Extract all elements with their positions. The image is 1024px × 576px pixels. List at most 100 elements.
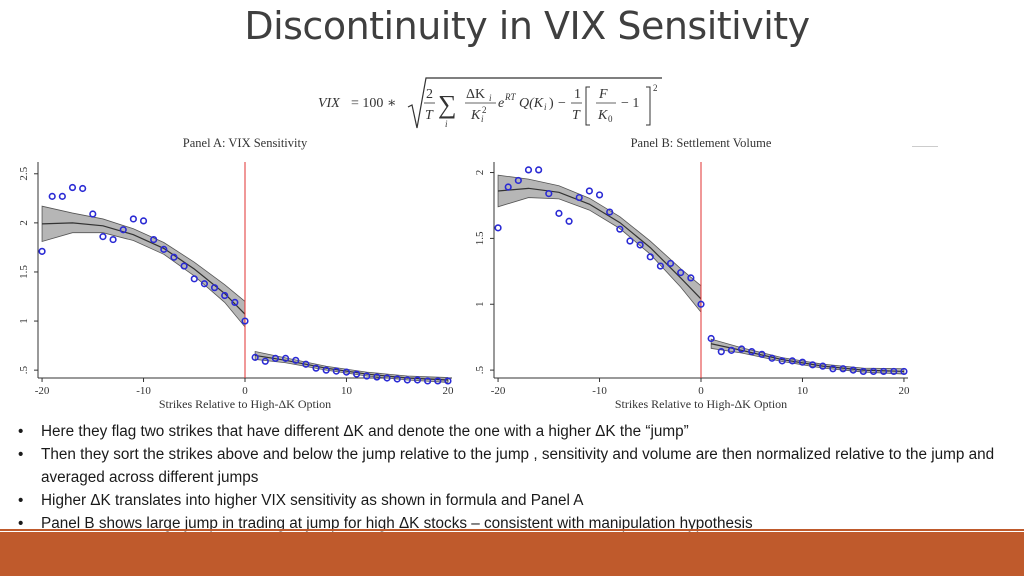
- chartb-data-point: [514, 176, 522, 185]
- vix-formula-graphic: VIX = 100 ∗ 2 T ∑ i ΔK i K i 2 e RT Q(K …: [318, 77, 662, 129]
- charta-data-point: [434, 377, 442, 385]
- formula-K0-sub: 0: [608, 114, 613, 124]
- chartb-data-point: [819, 362, 827, 370]
- chartb-y-tick-label: 1.5: [474, 231, 486, 245]
- charta-data-point: [312, 364, 320, 372]
- bullet-item: • Here they flag two strikes that have di…: [18, 420, 1008, 443]
- formula-minus: −: [558, 96, 566, 111]
- charta-data-point: [251, 353, 259, 361]
- charta-data-point: [119, 226, 127, 234]
- formula-Q: Q(K: [519, 96, 544, 111]
- charta-data-point: [160, 245, 168, 253]
- bullet-item: • Then they sort the strikes above and be…: [18, 443, 1008, 489]
- charta-data-point: [150, 235, 158, 244]
- charta-data-point: [302, 360, 310, 368]
- chartb-data-point: [869, 367, 878, 376]
- formula-exp-sup: RT: [504, 92, 516, 102]
- formula-two: 2: [426, 87, 433, 102]
- charta-data-point: [373, 373, 381, 381]
- chartb-data-point: [737, 345, 746, 353]
- formula-minus-one: − 1: [621, 96, 639, 111]
- formula-K2: K: [470, 108, 481, 123]
- sqrt-sign: [407, 77, 662, 129]
- chartb-x-tick-label: -10: [592, 385, 607, 397]
- chartb-data-point: [524, 166, 533, 174]
- charta-title: Panel A: VIX Sensitivity: [183, 136, 308, 150]
- charta-data-point: [180, 262, 188, 270]
- chartb-data-point: [595, 191, 604, 199]
- footer-accent-line: [0, 529, 1024, 531]
- chartb-y-tick-label: 1: [474, 301, 486, 307]
- chartb-data-point: [545, 190, 553, 198]
- chartb-x-tick-label: -20: [491, 385, 506, 397]
- chartb-data-point: [585, 187, 593, 195]
- chartb-data-point: [636, 241, 644, 249]
- chartb-data-point: [555, 209, 563, 217]
- charta-x-tick-label: -10: [136, 385, 151, 397]
- formula-T1: T: [425, 108, 434, 123]
- chartb-data-point: [677, 269, 685, 277]
- charta-x-tick-label: 0: [242, 385, 248, 397]
- chartb-data-point: [839, 365, 847, 373]
- formula-dK-sub: i: [489, 93, 492, 103]
- charta-data-point: [383, 374, 391, 382]
- chartb-data-point: [666, 259, 675, 268]
- formula-Q-close: ): [549, 96, 554, 111]
- panel-a-chart: Panel A: VIX Sensitivity .5 1 1.5 2 2.5 -20 -10…: [2, 130, 482, 415]
- charta-data-point: [79, 184, 87, 193]
- chartb-data-point: [809, 361, 817, 369]
- charta-data-point: [424, 377, 432, 385]
- chartb-data-point: [687, 274, 695, 282]
- panel-b-chart: Panel B: Settlement Volume .5 1 1.5 2 -20 -10 0…: [458, 130, 938, 415]
- chartb-data-point: [778, 357, 786, 365]
- bullet-glyph: •: [18, 423, 24, 440]
- footer-accent-bar: [0, 532, 1024, 576]
- charta-data-point: [241, 317, 249, 325]
- panel-a-svg: Panel A: VIX Sensitivity .5 1 1.5 2 2.5 -20 -10…: [18, 136, 454, 411]
- bullet-glyph: •: [18, 492, 24, 509]
- charta-data-point: [129, 215, 137, 223]
- chartb-y-tick-label: 2: [474, 170, 486, 176]
- vix-formula: VIX = 100 ∗ 2 T ∑ i ΔK i K i 2 e RT Q(K …: [318, 76, 668, 132]
- bullet-item: • Higher ΔK translates into higher VIX se…: [18, 489, 1008, 512]
- chartb-fit-line: [498, 187, 702, 300]
- formula-square: 2: [653, 83, 658, 93]
- chartb-data-point: [727, 346, 736, 354]
- charta-x-tick-label: -20: [35, 385, 50, 397]
- charta-data-point: [200, 280, 209, 288]
- chartb-data-point: [646, 253, 654, 261]
- chartb-data-point: [788, 357, 796, 365]
- charta-data-point: [342, 368, 351, 376]
- bullet-item: • Panel B shows large jump in trading at …: [18, 512, 1008, 535]
- charta-y-tick-label: 1: [18, 318, 30, 324]
- charta-data-point: [231, 298, 239, 306]
- charta-data-point: [363, 372, 371, 380]
- formula-K0: K: [597, 108, 608, 123]
- chartb-confidence-band: [497, 174, 702, 314]
- charta-data-point: [271, 354, 280, 362]
- chartb-data-point: [829, 365, 837, 373]
- chartb-data-point: [758, 350, 766, 358]
- sum-sign: ∑: [438, 90, 457, 119]
- charta-data-point: [210, 284, 219, 292]
- panel-b-svg: Panel B: Settlement Volume .5 1 1.5 2 -20 -10 0…: [474, 136, 910, 411]
- chartb-y-tick-label: .5: [474, 365, 486, 374]
- charta-data-point: [332, 367, 340, 375]
- charta-data-point: [403, 376, 411, 384]
- chartb-data-point: [849, 366, 857, 374]
- charta-data-point: [109, 235, 117, 244]
- chartb-title: Panel B: Settlement Volume: [631, 136, 772, 150]
- bullet-text: Here they flag two strikes that have dif…: [41, 423, 689, 440]
- formula-K2-sup: 2: [482, 105, 487, 115]
- charta-y-tick-label: 2: [18, 220, 30, 226]
- charta-data-point: [58, 192, 66, 200]
- chartb-x-tick-label: 0: [698, 385, 704, 397]
- charta-data-point: [444, 377, 452, 385]
- chartb-data-point: [494, 224, 502, 232]
- formula-one: 1: [574, 87, 581, 102]
- charta-data-point: [48, 192, 56, 200]
- charta-data-point: [322, 366, 330, 374]
- charta-y-tick-label: 1.5: [18, 265, 30, 279]
- charta-data-point: [139, 217, 148, 225]
- charta-data-point: [38, 247, 46, 255]
